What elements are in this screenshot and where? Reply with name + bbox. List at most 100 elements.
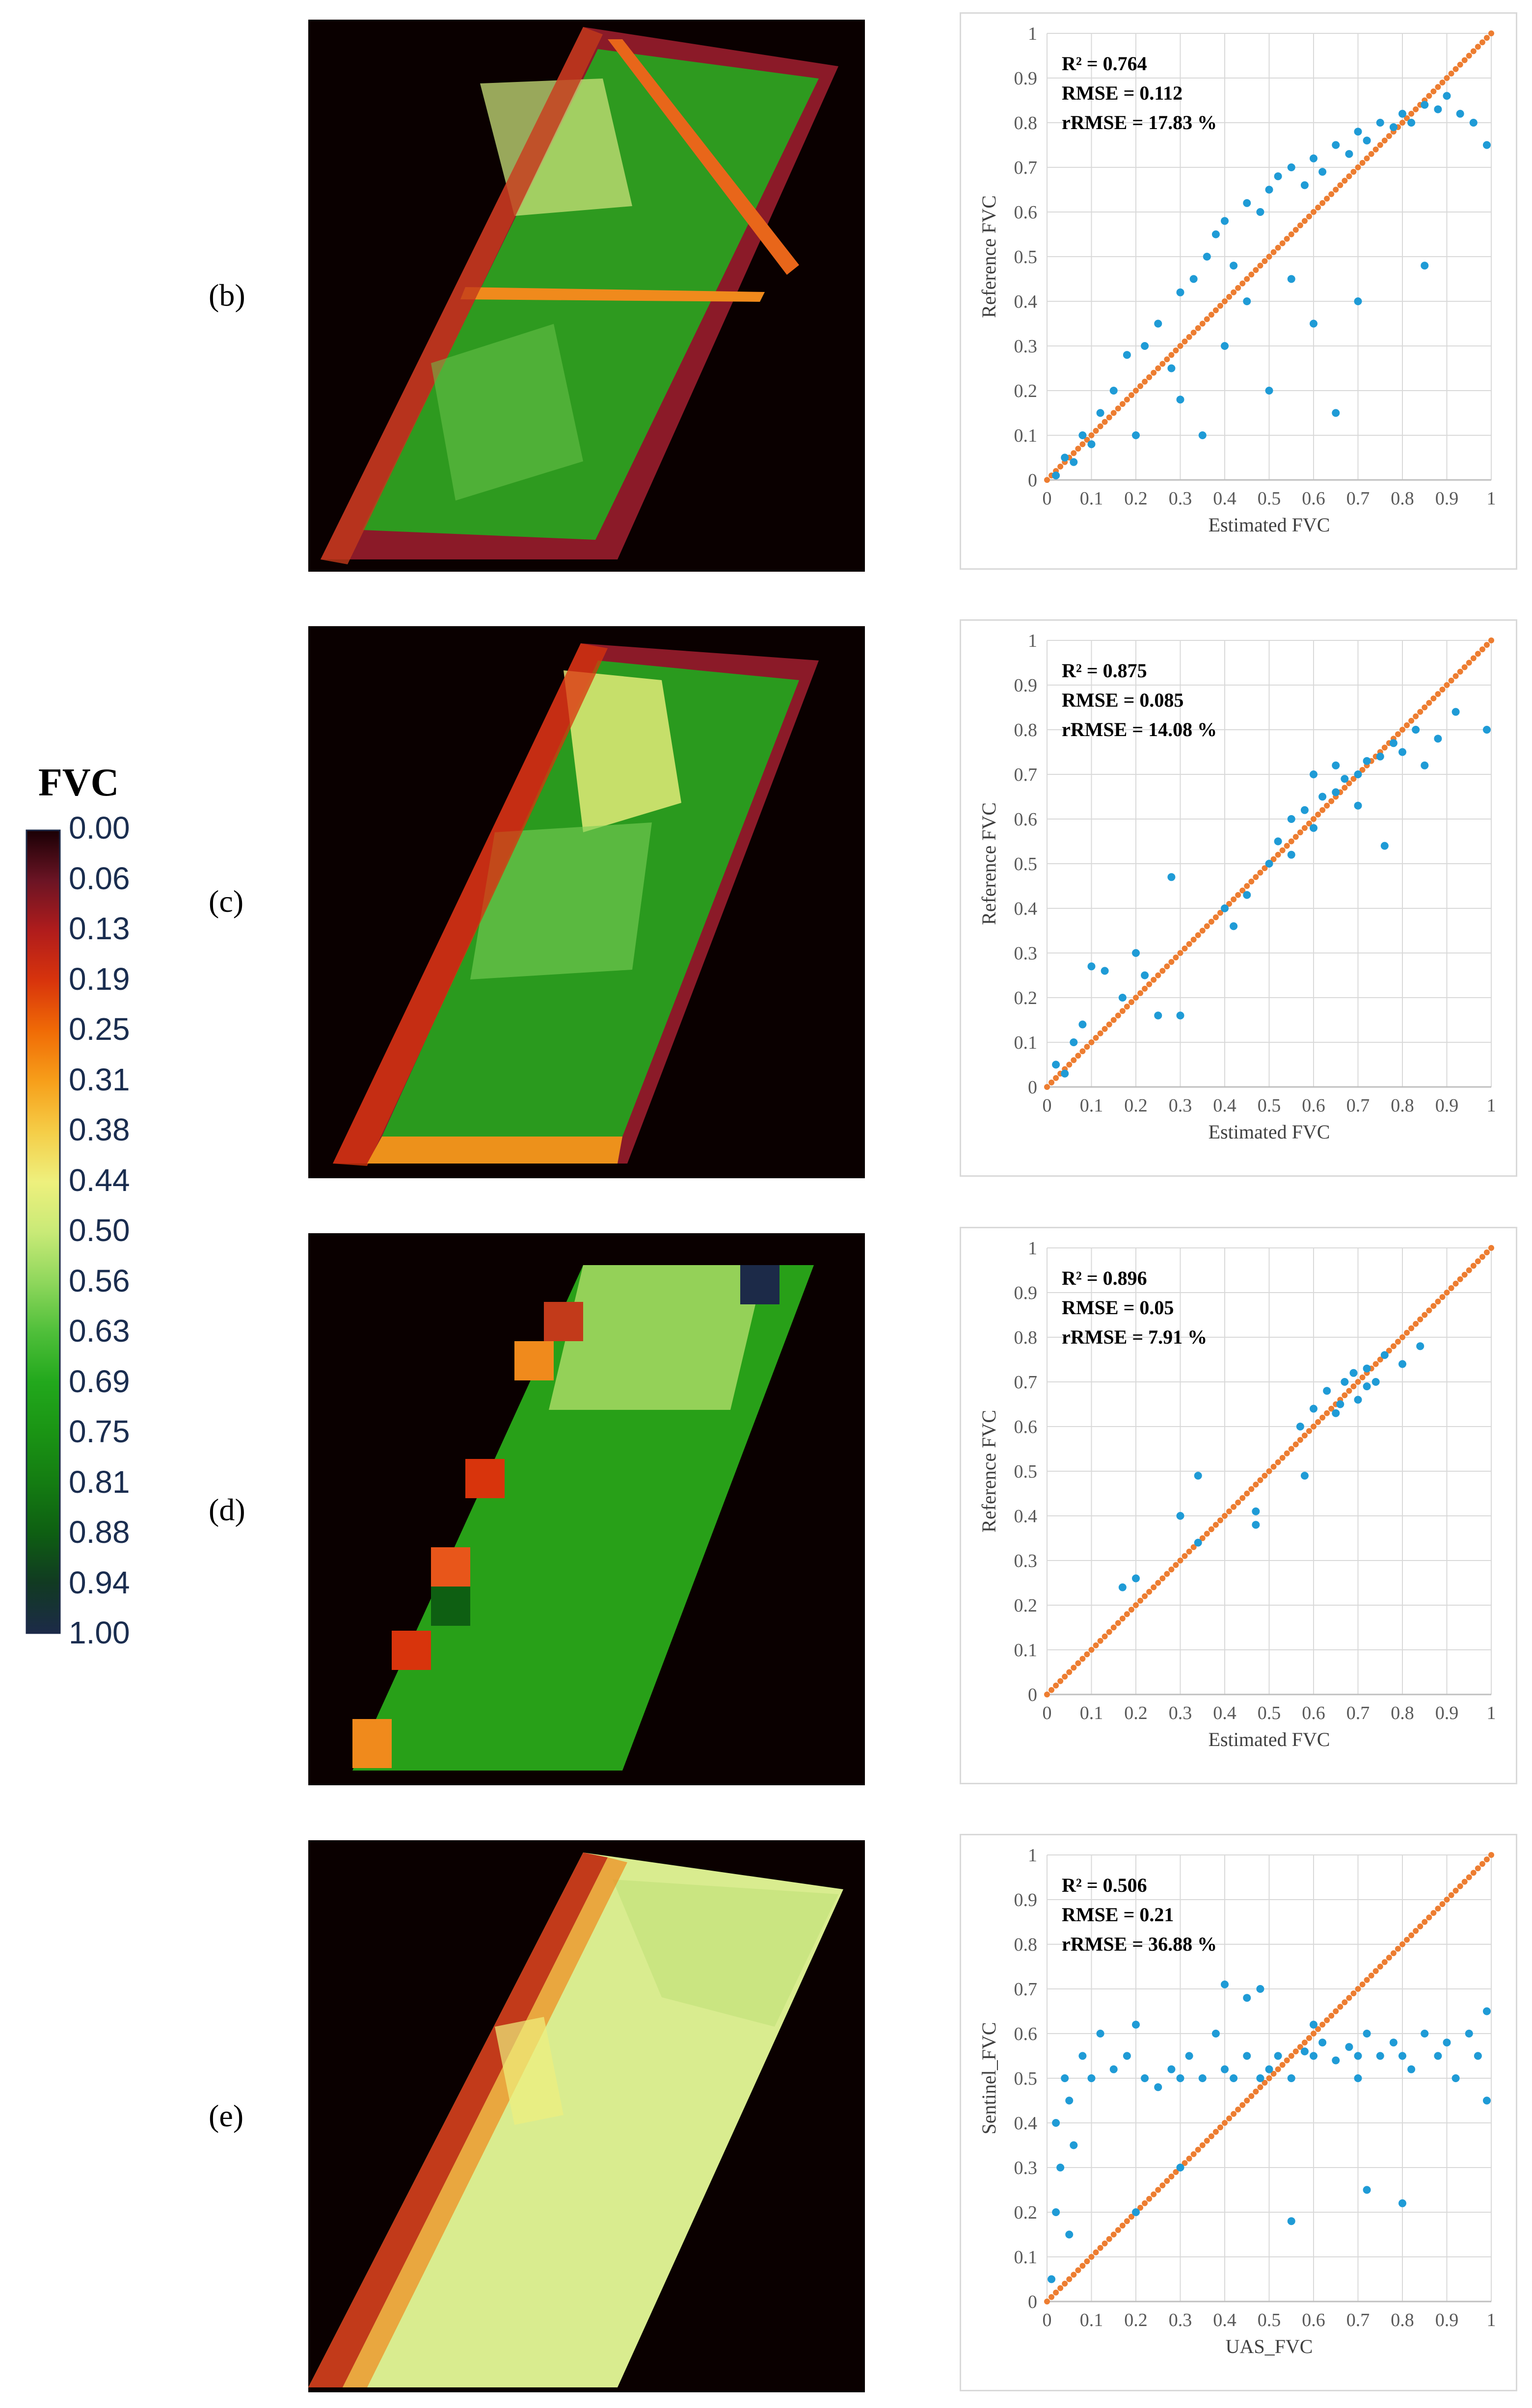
one-to-one-line-point <box>1186 941 1192 947</box>
scatter-point <box>1256 1985 1264 1993</box>
one-to-one-line-point <box>1355 164 1361 170</box>
stat-rmse: RMSE = 0.05 <box>1062 1297 1174 1319</box>
field-map-e-edge-glow <box>343 1857 627 2387</box>
y-tick-label: 0.6 <box>1014 2024 1038 2044</box>
one-to-one-line-point <box>1155 2187 1161 2193</box>
scatter-point <box>1416 1342 1424 1350</box>
one-to-one-line-point <box>1452 1280 1459 1287</box>
scatter-point <box>1323 1387 1331 1395</box>
one-to-one-line-point <box>1457 61 1463 68</box>
one-to-one-line-point <box>1315 811 1321 818</box>
field-map-d-cell-7 <box>740 1265 779 1304</box>
one-to-one-line-point <box>1279 240 1286 246</box>
one-to-one-line-point <box>1479 646 1485 653</box>
one-to-one-line-point <box>1279 847 1286 853</box>
one-to-one-line-point <box>1306 1428 1312 1434</box>
one-to-one-line-point <box>1235 285 1241 291</box>
scatter-point <box>1061 2074 1069 2082</box>
field-map-d-light-zone <box>549 1265 765 1410</box>
one-to-one-line-point <box>1244 1490 1250 1497</box>
one-to-one-line-point <box>1137 990 1144 996</box>
colorbar <box>26 829 61 1634</box>
scatter-point <box>1398 1360 1406 1368</box>
one-to-one-line-point <box>1359 767 1366 773</box>
x-tick-label: 0.4 <box>1213 1095 1236 1116</box>
one-to-one-line-point <box>1386 133 1392 139</box>
one-to-one-line-point <box>1311 1424 1317 1429</box>
scatter-point <box>1451 2074 1460 2082</box>
one-to-one-line-point <box>1257 870 1263 876</box>
scatter-point <box>1203 253 1211 261</box>
one-to-one-line-point <box>1457 668 1463 675</box>
y-tick-label: 0 <box>1028 1077 1037 1098</box>
scatter-point <box>1065 2230 1074 2239</box>
one-to-one-line-point <box>1470 1263 1477 1269</box>
one-to-one-line-point <box>1168 959 1175 965</box>
one-to-one-line-point <box>1328 798 1335 804</box>
one-to-one-line-point <box>1426 93 1432 99</box>
one-to-one-line-point <box>1102 419 1108 425</box>
one-to-one-line-point <box>1102 2240 1108 2247</box>
colorbar-tick-label: 0.63 <box>69 1313 130 1349</box>
scatter-point <box>1482 2096 1491 2105</box>
scatter-point <box>1132 431 1140 439</box>
scatter-point <box>1070 458 1078 466</box>
one-to-one-line-point <box>1115 1620 1121 1626</box>
colorbar-title: FVC <box>38 761 119 804</box>
one-to-one-line-point <box>1182 2160 1188 2166</box>
one-to-one-line-point <box>1084 1044 1090 1050</box>
one-to-one-line-point <box>1168 352 1175 358</box>
one-to-one-line-point <box>1488 1245 1494 1251</box>
scatter-point <box>1354 2052 1362 2060</box>
one-to-one-line-point <box>1346 780 1352 787</box>
field-map-e-edge-strip <box>308 1852 608 2387</box>
x-tick-label: 1 <box>1487 2310 1496 2330</box>
stat-rrmse: rRMSE = 36.88 % <box>1062 1933 1217 1955</box>
stat-r2: R² = 0.896 <box>1062 1267 1147 1289</box>
scatter-point <box>1434 735 1442 743</box>
one-to-one-line-point <box>1044 477 1050 483</box>
one-to-one-line-point <box>1315 1419 1321 1425</box>
one-to-one-line-point <box>1079 2263 1086 2269</box>
one-to-one-line-point <box>1217 2124 1223 2131</box>
x-axis-label: Estimated FVC <box>1209 514 1330 536</box>
y-tick-label: 0.2 <box>1014 1595 1038 1616</box>
colorbar-tick-label: 0.94 <box>69 1564 130 1600</box>
one-to-one-line-point <box>1186 1548 1192 1555</box>
one-to-one-line-point <box>1275 851 1281 858</box>
one-to-one-line-point <box>1284 843 1290 849</box>
stat-r2: R² = 0.506 <box>1062 1874 1147 1896</box>
one-to-one-line-point <box>1377 142 1383 148</box>
scatter-point <box>1198 2074 1207 2082</box>
y-tick-label: 1 <box>1028 1845 1037 1866</box>
one-to-one-line-point <box>1483 35 1490 41</box>
one-to-one-line-point <box>1435 1905 1441 1912</box>
scatter-point <box>1345 2043 1353 2051</box>
one-to-one-line-point <box>1239 1495 1246 1501</box>
one-to-one-line-point <box>1102 1026 1108 1032</box>
scatter-point <box>1341 1378 1349 1386</box>
one-to-one-line-point <box>1355 1986 1361 1992</box>
scatter-point <box>1243 199 1251 207</box>
y-tick-label: 0.1 <box>1014 425 1038 446</box>
one-to-one-line-point <box>1430 1303 1437 1309</box>
field-map-b-road <box>460 287 765 302</box>
one-to-one-line-point <box>1435 84 1441 90</box>
field-map-c-edge-strip <box>333 643 608 1166</box>
one-to-one-line-point <box>1182 945 1188 952</box>
one-to-one-line-point <box>1195 932 1201 938</box>
one-to-one-line-point <box>1204 2138 1210 2144</box>
scatter-point <box>1336 1400 1344 1408</box>
one-to-one-line-point <box>1110 2231 1117 2238</box>
one-to-one-line-point <box>1306 2035 1312 2041</box>
x-axis-label: UAS_FVC <box>1226 2335 1313 2357</box>
y-tick-label: 0.8 <box>1014 113 1038 133</box>
scatter-point <box>1287 815 1295 823</box>
scatter-point <box>1256 208 1264 216</box>
one-to-one-line-point <box>1372 1361 1379 1367</box>
scatter-point <box>1363 2030 1371 2038</box>
one-to-one-line-point <box>1337 2004 1344 2010</box>
one-to-one-line-point <box>1093 427 1099 434</box>
scatter-point <box>1141 342 1149 350</box>
scatter-point <box>1211 230 1220 238</box>
